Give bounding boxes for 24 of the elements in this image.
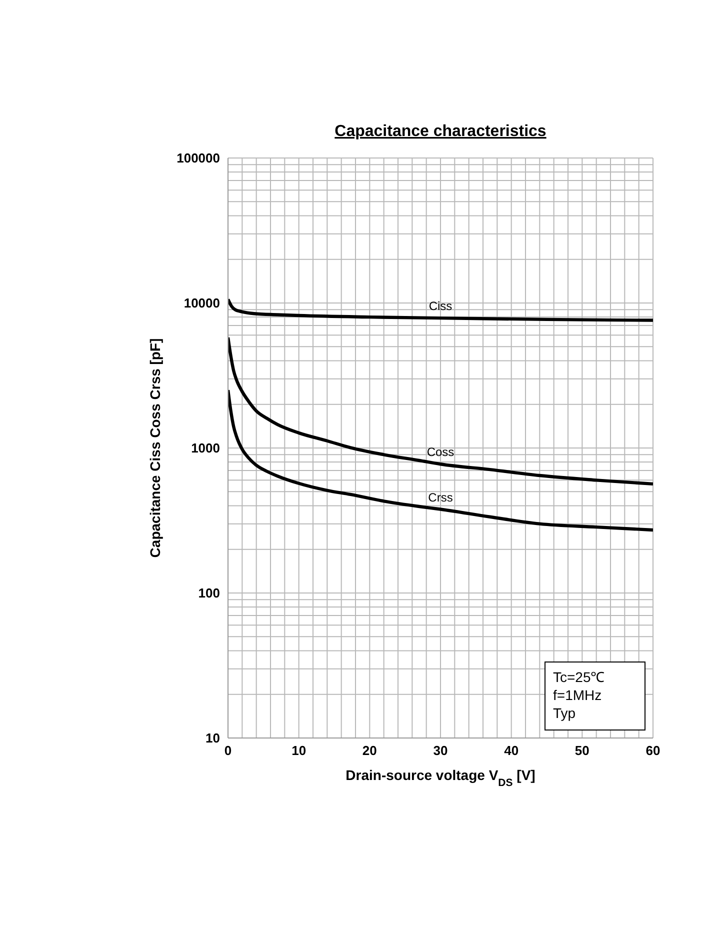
x-tick-label: 20 xyxy=(362,743,377,758)
y-tick-label: 100 xyxy=(198,586,220,601)
x-tick-label: 10 xyxy=(292,743,306,758)
y-tick-label: 10000 xyxy=(184,296,220,311)
y-tick-label: 1000 xyxy=(191,440,220,456)
series-label: Crss xyxy=(428,490,453,504)
annotation: f=1MHz xyxy=(553,687,602,703)
y-axis-title: Capacitance Ciss Coss Crss [pF] xyxy=(147,338,163,558)
x-axis-title: Drain-source voltage V$_{DS}$ [V] xyxy=(346,767,536,789)
y-tick-label: 10 xyxy=(206,730,220,746)
x-tick-label: 30 xyxy=(433,743,448,758)
series-label: Ciss xyxy=(428,299,452,314)
line-series xyxy=(228,388,653,532)
chart-title: Capacitance characteristics xyxy=(334,123,546,140)
annotation: Typ xyxy=(553,705,576,721)
x-tick-label: 40 xyxy=(504,743,519,758)
y-tick-label: 100000 xyxy=(176,150,220,166)
x-tick-label: 0 xyxy=(224,743,232,758)
line-series xyxy=(228,336,653,486)
series-label: Coss xyxy=(426,445,454,460)
annotation: Tc=25℃ xyxy=(553,669,605,685)
x-tick-label: 60 xyxy=(646,743,660,758)
x-tick-label: 50 xyxy=(574,743,590,758)
line-series xyxy=(228,298,653,322)
